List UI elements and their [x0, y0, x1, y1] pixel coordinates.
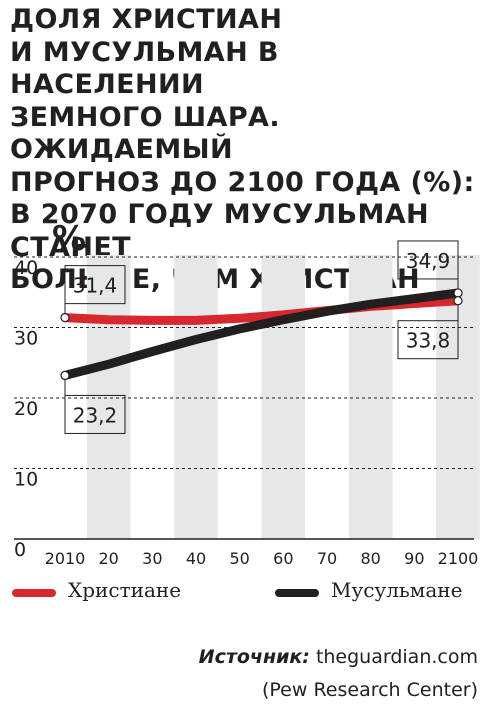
data-label-0: 31,4	[73, 274, 118, 298]
chart-title: Доля христиан и мусульман в населении Зе…	[10, 4, 475, 295]
band-40	[174, 255, 218, 539]
y-tick-label-30: 30	[14, 328, 38, 350]
y-tick-label-40: 40	[14, 257, 38, 279]
endpoint-marker-1	[60, 370, 70, 381]
endpoint-marker-2	[453, 288, 463, 298]
band-80	[348, 255, 393, 539]
source-detail: (Pew Research Center)	[261, 679, 478, 701]
x-tick-label-70: 70	[317, 549, 337, 568]
data-label-1: 23,2	[73, 403, 118, 427]
x-tick-label-2100: 2100	[438, 549, 479, 568]
x-tick-label-40: 40	[186, 549, 206, 568]
legend-swatch-christians	[12, 589, 56, 597]
y-tick-label-10: 10	[14, 469, 38, 491]
x-tick-label-30: 30	[142, 549, 162, 568]
annotation-box-1	[64, 394, 126, 434]
legend-label-christians: Христиане	[68, 578, 182, 602]
x-tick-label-60: 60	[273, 549, 293, 568]
endpoint-marker-0	[60, 313, 70, 323]
annotation-box-3	[397, 320, 459, 360]
source-label: Источник:	[198, 646, 310, 668]
annotation-box-0	[64, 265, 126, 305]
source-line: Источник: theguardian.com	[160, 644, 478, 670]
endpoint-marker-3	[453, 296, 463, 306]
annotation-box-2	[397, 240, 459, 280]
x-tick-label-80: 80	[360, 549, 380, 568]
legend-swatch-muslims	[275, 589, 319, 597]
band-20	[86, 255, 131, 539]
x-tick-label-50: 50	[229, 549, 249, 568]
source-site: theguardian.com	[315, 646, 478, 668]
x-tick-label-20: 20	[98, 549, 118, 568]
band-60	[261, 255, 306, 539]
data-label-2: 34,9	[406, 249, 451, 273]
x-tick-label-2010: 2010	[45, 549, 86, 568]
x-tick-label-90: 90	[404, 549, 424, 568]
data-label-3: 33,8	[406, 329, 451, 353]
y-tick-label-20: 20	[14, 398, 38, 420]
series-line-1	[60, 288, 463, 380]
unit-label: %	[52, 219, 86, 259]
y-tick-label-0: 0	[14, 539, 26, 561]
legend-label-muslims: Мусульмане	[331, 578, 463, 602]
